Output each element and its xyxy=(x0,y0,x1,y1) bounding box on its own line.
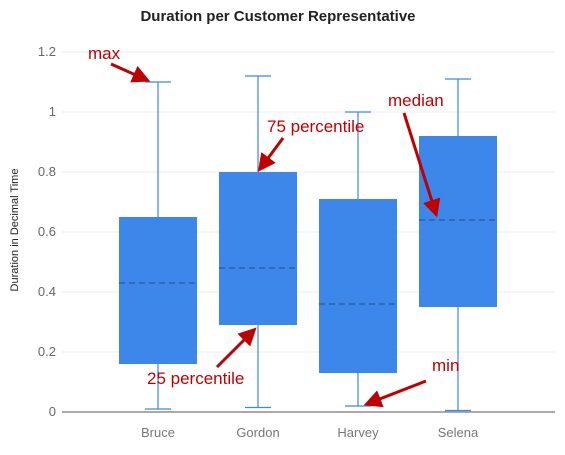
box-bruce xyxy=(119,81,197,410)
arrow-median xyxy=(402,112,441,218)
y-tick-label: 1 xyxy=(49,104,56,119)
box-harvey xyxy=(319,111,397,407)
x-tick-label: Harvey xyxy=(337,425,379,440)
x-tick-label: Selena xyxy=(438,425,479,440)
y-tick-label: 0.6 xyxy=(38,224,56,239)
x-tick-label: Bruce xyxy=(141,425,175,440)
iqr-box xyxy=(319,199,397,373)
box-gordon xyxy=(219,75,297,409)
annotation-median: median xyxy=(388,91,444,110)
annotation-25-percentile: 25 percentile xyxy=(147,369,244,388)
arrow-max xyxy=(110,62,151,83)
chart-title: Duration per Customer Representative xyxy=(140,8,415,25)
x-tick-label: Gordon xyxy=(236,425,279,440)
annotation-min: min xyxy=(432,356,459,375)
iqr-box xyxy=(219,172,297,325)
y-tick-label: 0.2 xyxy=(38,344,56,359)
iqr-box xyxy=(119,217,197,364)
y-tick-label: 1.2 xyxy=(38,44,56,59)
box-selena xyxy=(419,78,497,412)
y-tick-label: 0.4 xyxy=(38,284,56,299)
iqr-box xyxy=(419,136,497,307)
arrow-25-percentile xyxy=(215,327,257,369)
y-axis-label: Duration in Decimal Time xyxy=(9,169,21,292)
annotations: max 75 percentile median 25 percentile m… xyxy=(88,44,459,408)
boxes xyxy=(119,75,497,412)
x-axis-ticks: Bruce Gordon Harvey Selena xyxy=(141,425,479,440)
annotation-75-percentile: 75 percentile xyxy=(267,117,364,136)
y-tick-label: 0 xyxy=(49,404,56,419)
arrow-75-percentile xyxy=(257,137,285,172)
arrow-min xyxy=(363,379,427,408)
y-tick-label: 0.8 xyxy=(38,164,56,179)
annotation-max: max xyxy=(88,44,121,63)
y-axis-ticks: 0 0.2 0.4 0.6 0.8 1 1.2 xyxy=(38,44,56,419)
